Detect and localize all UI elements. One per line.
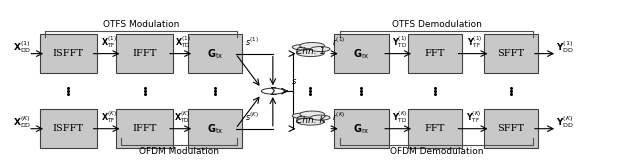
- Text: OFDM Modulation: OFDM Modulation: [139, 147, 219, 156]
- Text: FFT: FFT: [424, 124, 445, 133]
- Text: $\mathbf{G}_{\mathrm{tx}}$: $\mathbf{G}_{\mathrm{tx}}$: [207, 122, 223, 136]
- Text: $\mathbf{X}_{\mathrm{DD}}^{(1)}$: $\mathbf{X}_{\mathrm{DD}}^{(1)}$: [13, 39, 31, 55]
- FancyBboxPatch shape: [188, 109, 242, 148]
- Text: $\mathbf{X}_{\mathrm{DD}}^{(K)}$: $\mathbf{X}_{\mathrm{DD}}^{(K)}$: [13, 114, 31, 130]
- Text: IFFT: IFFT: [132, 124, 157, 133]
- Text: Chn. K: Chn. K: [296, 116, 325, 125]
- Text: $\mathbf{X}_{\mathrm{TD}}^{(1)}$: $\mathbf{X}_{\mathrm{TD}}^{(1)}$: [175, 34, 190, 50]
- Circle shape: [292, 44, 313, 50]
- Text: OTFS Demodulation: OTFS Demodulation: [392, 20, 482, 29]
- Circle shape: [292, 113, 313, 119]
- Circle shape: [296, 118, 324, 125]
- Text: SFFT: SFFT: [498, 124, 525, 133]
- Text: $r^{(1)}$: $r^{(1)}$: [333, 36, 346, 48]
- Text: $s^{(1)}$: $s^{(1)}$: [246, 36, 259, 48]
- Circle shape: [310, 115, 330, 120]
- Text: $\mathbf{G}_{\mathrm{rx}}$: $\mathbf{G}_{\mathrm{rx}}$: [353, 122, 370, 136]
- FancyBboxPatch shape: [484, 109, 538, 148]
- Text: ISFFT: ISFFT: [52, 124, 84, 133]
- Text: $\mathbf{Y}_{\mathrm{TF}}^{(1)}$: $\mathbf{Y}_{\mathrm{TF}}^{(1)}$: [467, 34, 482, 50]
- Text: $r^{(K)}$: $r^{(K)}$: [332, 111, 346, 124]
- Text: $\Sigma$: $\Sigma$: [269, 85, 277, 97]
- Text: $\mathbf{G}_{\mathrm{rx}}$: $\mathbf{G}_{\mathrm{rx}}$: [353, 47, 370, 61]
- Text: $\mathbf{Y}_{\mathrm{TF}}^{(K)}$: $\mathbf{Y}_{\mathrm{TF}}^{(K)}$: [467, 110, 482, 125]
- Circle shape: [310, 46, 330, 52]
- Text: $s$: $s$: [291, 77, 298, 86]
- Circle shape: [261, 88, 284, 94]
- Text: ISFFT: ISFFT: [52, 49, 84, 58]
- Text: $\mathbf{X}_{\mathrm{TF}}^{(1)}$: $\mathbf{X}_{\mathrm{TF}}^{(1)}$: [100, 34, 116, 50]
- FancyBboxPatch shape: [40, 109, 97, 148]
- Circle shape: [300, 111, 324, 117]
- FancyBboxPatch shape: [40, 34, 97, 73]
- Text: Chn. 1: Chn. 1: [296, 47, 325, 56]
- FancyBboxPatch shape: [116, 109, 173, 148]
- FancyBboxPatch shape: [408, 34, 462, 73]
- FancyBboxPatch shape: [334, 34, 388, 73]
- Text: $s^{(K)}$: $s^{(K)}$: [245, 111, 259, 124]
- Text: $\mathbf{G}_{\mathrm{tx}}$: $\mathbf{G}_{\mathrm{tx}}$: [207, 47, 223, 61]
- FancyBboxPatch shape: [408, 109, 462, 148]
- Text: OFDM Demodulation: OFDM Demodulation: [390, 147, 484, 156]
- Text: $\mathbf{X}_{\mathrm{TD}}^{(K)}$: $\mathbf{X}_{\mathrm{TD}}^{(K)}$: [175, 110, 190, 125]
- Text: IFFT: IFFT: [132, 49, 157, 58]
- Text: $\mathbf{Y}_{\mathrm{DD}}^{(K)}$: $\mathbf{Y}_{\mathrm{DD}}^{(K)}$: [556, 114, 574, 130]
- Text: $\mathbf{X}_{\mathrm{TF}}^{(K)}$: $\mathbf{X}_{\mathrm{TF}}^{(K)}$: [100, 110, 116, 125]
- Text: OTFS Modulation: OTFS Modulation: [103, 20, 179, 29]
- FancyBboxPatch shape: [116, 34, 173, 73]
- Text: $\mathbf{Y}_{\mathrm{DD}}^{(1)}$: $\mathbf{Y}_{\mathrm{DD}}^{(1)}$: [556, 39, 574, 55]
- FancyBboxPatch shape: [188, 34, 242, 73]
- Circle shape: [296, 49, 324, 57]
- Text: SFFT: SFFT: [498, 49, 525, 58]
- FancyBboxPatch shape: [484, 34, 538, 73]
- Text: $\mathbf{Y}_{\mathrm{TD}}^{(K)}$: $\mathbf{Y}_{\mathrm{TD}}^{(K)}$: [392, 110, 408, 125]
- FancyBboxPatch shape: [334, 109, 388, 148]
- Circle shape: [300, 42, 324, 49]
- Text: $\mathbf{Y}_{\mathrm{TD}}^{(1)}$: $\mathbf{Y}_{\mathrm{TD}}^{(1)}$: [392, 34, 407, 50]
- Text: FFT: FFT: [424, 49, 445, 58]
